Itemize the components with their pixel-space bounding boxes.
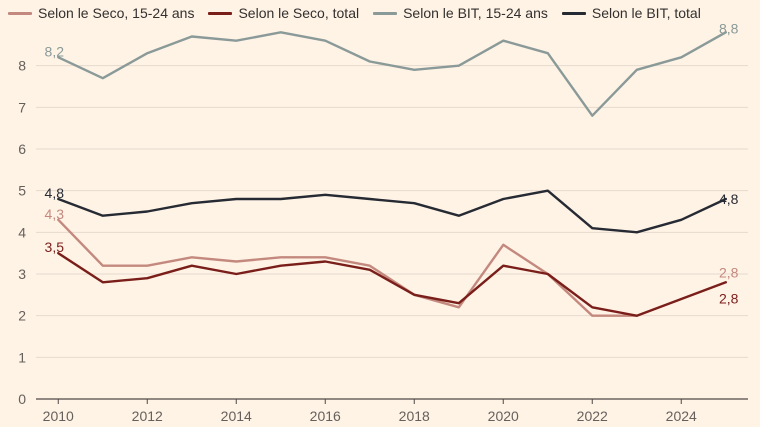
end-value-label-bit-total: 4,8 [719, 191, 739, 207]
end-value-label-seco-youth: 2,8 [719, 264, 739, 280]
y-tick-label-2: 2 [18, 308, 26, 324]
y-tick-label-4: 4 [18, 224, 26, 240]
y-tick-label-7: 7 [18, 99, 26, 115]
legend-label-seco-total: Selon le Seco, total [238, 5, 360, 21]
x-tick-label-2020: 2020 [488, 408, 519, 424]
legend-label-bit-youth: Selon le BIT, 15-24 ans [403, 5, 548, 21]
series-line-seco-total [57, 252, 727, 317]
start-value-label-bit-youth: 8,2 [45, 43, 65, 59]
legend-swatch-bit-youth [373, 11, 398, 15]
y-tick-label-6: 6 [18, 141, 26, 157]
series-line-bit-total [57, 189, 727, 234]
start-value-label-seco-total: 3,5 [45, 239, 65, 255]
y-tick-label-1: 1 [18, 349, 26, 365]
y-tick-label-3: 3 [18, 266, 26, 282]
legend: Selon le Seco, 15-24 ans Selon le Seco, … [8, 2, 701, 24]
legend-label-seco-youth: Selon le Seco, 15-24 ans [38, 5, 195, 21]
end-value-label-bit-youth: 8,8 [719, 20, 739, 36]
legend-item-seco-total: Selon le Seco, total [208, 5, 359, 21]
series-line-seco-youth [57, 218, 638, 317]
legend-item-bit-total: Selon le BIT, total [561, 5, 701, 21]
x-tick-label-2022: 2022 [577, 408, 608, 424]
legend-item-bit-youth: Selon le BIT, 15-24 ans [373, 5, 548, 21]
start-value-label-bit-total: 4,8 [45, 185, 65, 201]
y-tick-label-0: 0 [18, 391, 26, 407]
x-tick-label-2014: 2014 [221, 408, 252, 424]
legend-swatch-seco-youth [8, 11, 32, 15]
legend-swatch-seco-total [208, 11, 233, 15]
x-tick-label-2018: 2018 [399, 408, 430, 424]
y-tick-label-5: 5 [18, 183, 26, 199]
series-line-bit-youth [57, 31, 727, 117]
legend-label-bit-total: Selon le BIT, total [591, 5, 701, 21]
y-tick-label-8: 8 [18, 58, 26, 74]
legend-item-seco-youth: Selon le Seco, 15-24 ans [8, 5, 194, 21]
legend-swatch-bit-total [561, 11, 586, 15]
x-tick-label-2012: 2012 [132, 408, 163, 424]
end-value-label-seco-total: 2,8 [719, 290, 739, 306]
x-tick-label-2010: 2010 [43, 408, 74, 424]
start-value-label-seco-youth: 4,3 [45, 206, 65, 222]
x-tick-label-2024: 2024 [666, 408, 697, 424]
x-tick-label-2016: 2016 [310, 408, 341, 424]
